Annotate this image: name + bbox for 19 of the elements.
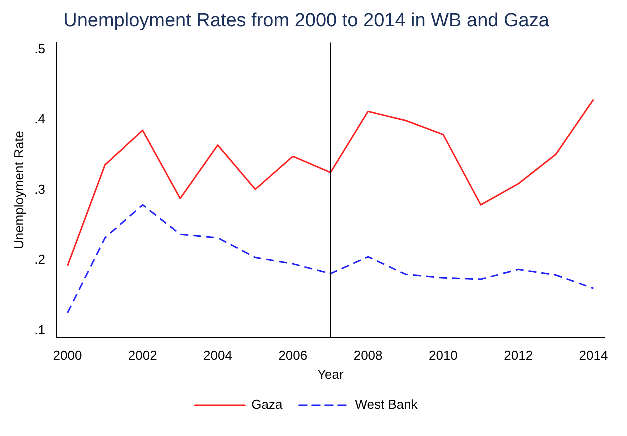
x-tick-label: 2000 xyxy=(53,348,82,364)
x-tick-label: 2008 xyxy=(354,348,383,364)
x-tick-label: 2010 xyxy=(428,348,458,364)
y-tick-label: .3 xyxy=(34,182,46,197)
x-axis-title: Year xyxy=(318,366,345,382)
legend-label: Gaza xyxy=(252,397,284,412)
chart-title: Unemployment Rates from 2000 to 2014 in WB and Gaza xyxy=(64,10,550,32)
line-series xyxy=(66,204,594,314)
legend-label: West Bank xyxy=(355,397,418,412)
y-tick-label: .4 xyxy=(34,112,46,127)
y-tick-label: .5 xyxy=(34,41,46,56)
x-tick-label: 2012 xyxy=(504,348,534,364)
x-tick-label: 2004 xyxy=(204,348,232,364)
y-tick-label: .1 xyxy=(34,322,46,338)
y-axis-title: Unemployment Rate xyxy=(11,131,26,250)
x-tick-label: 2002 xyxy=(128,348,158,364)
y-tick-label: .2 xyxy=(34,252,46,268)
x-tick-label: 2006 xyxy=(278,348,308,364)
x-tick-label: 2014 xyxy=(579,348,608,364)
